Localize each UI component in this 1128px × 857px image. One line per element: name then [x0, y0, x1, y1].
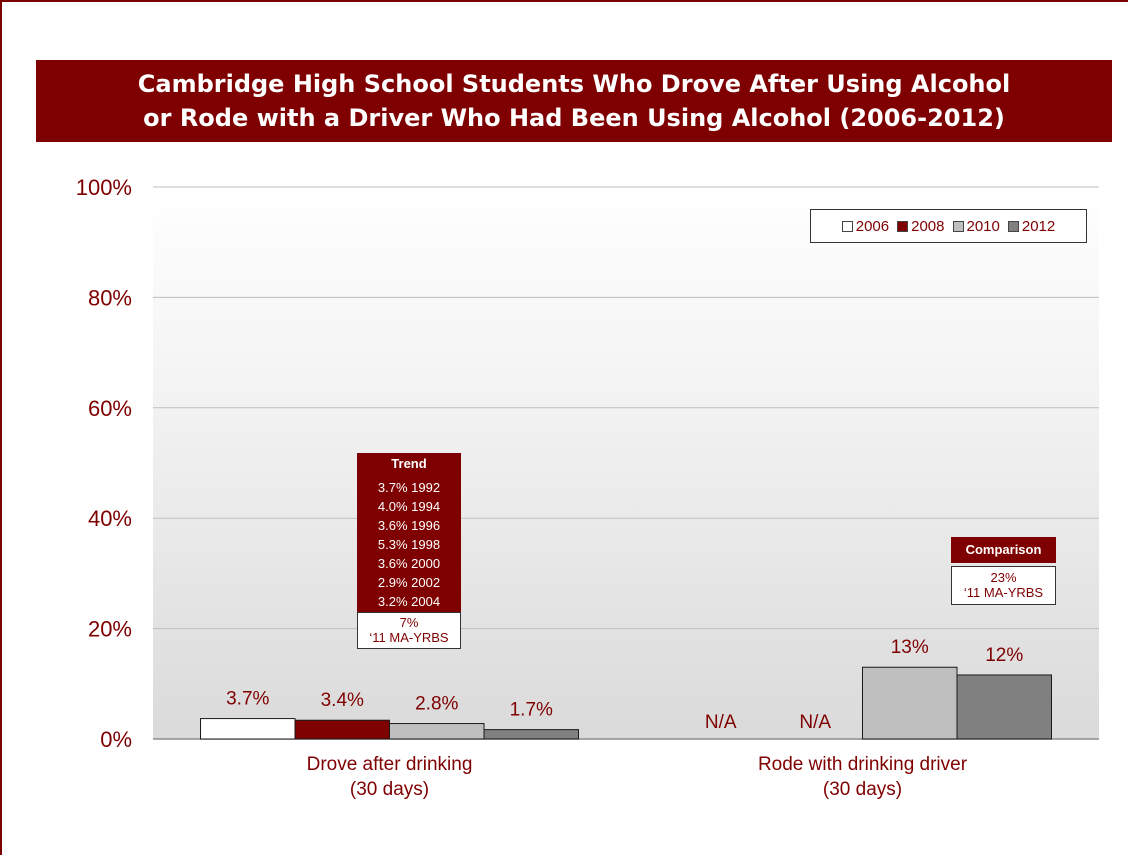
- y-tick-label: 100%: [76, 175, 132, 200]
- trend-item: 5.3% 1998: [377, 537, 441, 552]
- trend-item: 3.7% 1992: [377, 480, 441, 495]
- legend: 2006 2008 2010 2012: [810, 209, 1087, 243]
- y-tick-label: 0%: [100, 727, 132, 752]
- comparison-source: ‘11 MA-YRBS: [963, 585, 1044, 600]
- data-label: 1.7%: [510, 700, 553, 721]
- data-label: 2.8%: [415, 694, 458, 715]
- chart-title: Cambridge High School Students Who Drove…: [36, 60, 1112, 142]
- trend-comparison-source: ‘11 MA-YRBS: [369, 630, 449, 645]
- y-tick-label: 80%: [88, 285, 132, 310]
- y-tick-label: 20%: [88, 617, 132, 642]
- comparison-body: 23% ‘11 MA-YRBS: [951, 566, 1056, 605]
- plot-area: [153, 187, 1099, 739]
- trend-item: 4.0% 1994: [377, 499, 441, 514]
- data-label: 3.7%: [226, 689, 269, 710]
- data-label: 13%: [891, 637, 929, 658]
- bar: [956, 674, 1052, 740]
- x-category-label: (30 days): [350, 779, 429, 800]
- trend-item: 3.6% 2000: [377, 556, 441, 571]
- legend-swatch: [1007, 220, 1019, 232]
- data-label: 12%: [985, 645, 1023, 666]
- comparison-box: Comparison 23% ‘11 MA-YRBS: [951, 537, 1056, 605]
- bar: [862, 666, 958, 740]
- y-tick-label: 40%: [88, 506, 132, 531]
- comparison-value: 23%: [990, 570, 1017, 585]
- x-category-label: (30 days): [823, 779, 902, 800]
- trend-box: Trend 3.7% 1992 4.0% 1994 3.6% 1996 5.3%…: [357, 453, 461, 649]
- data-label: N/A: [799, 712, 831, 733]
- bar: [294, 719, 390, 740]
- legend-item: 2010: [952, 217, 1000, 235]
- trend-item: 3.6% 1996: [377, 518, 441, 533]
- bar: [483, 729, 579, 740]
- legend-swatch: [841, 220, 853, 232]
- legend-swatch: [952, 220, 964, 232]
- bar: [389, 723, 485, 740]
- bar: [200, 718, 296, 740]
- x-category-label: Drove after drinking: [307, 754, 473, 775]
- trend-title: Trend: [357, 453, 461, 475]
- trend-comparison-value: 7%: [399, 615, 419, 630]
- legend-label: 2006: [855, 217, 890, 235]
- y-tick-label: 60%: [88, 396, 132, 421]
- comparison-title: Comparison: [951, 537, 1056, 563]
- legend-label: 2008: [911, 217, 945, 235]
- legend-item: 2012: [1007, 217, 1056, 235]
- legend-item: 2006: [841, 217, 890, 235]
- trend-comparison: 7% ‘11 MA-YRBS: [357, 612, 461, 649]
- legend-label: 2012: [1021, 217, 1056, 235]
- x-category-label: Rode with drinking driver: [758, 754, 968, 775]
- legend-swatch: [897, 220, 909, 232]
- chart-title-line-2: or Rode with a Driver Who Had Been Using…: [143, 104, 1005, 132]
- legend-label: 2010: [966, 217, 1000, 235]
- chart-title-line-1: Cambridge High School Students Who Drove…: [137, 70, 1011, 98]
- trend-item: 2.9% 2002: [377, 575, 441, 590]
- trend-list: 3.7% 1992 4.0% 1994 3.6% 1996 5.3% 1998 …: [357, 475, 461, 612]
- data-label: 3.4%: [321, 690, 364, 711]
- data-label: N/A: [705, 712, 737, 733]
- trend-item: 3.2% 2004: [377, 594, 441, 609]
- legend-item: 2008: [897, 217, 945, 235]
